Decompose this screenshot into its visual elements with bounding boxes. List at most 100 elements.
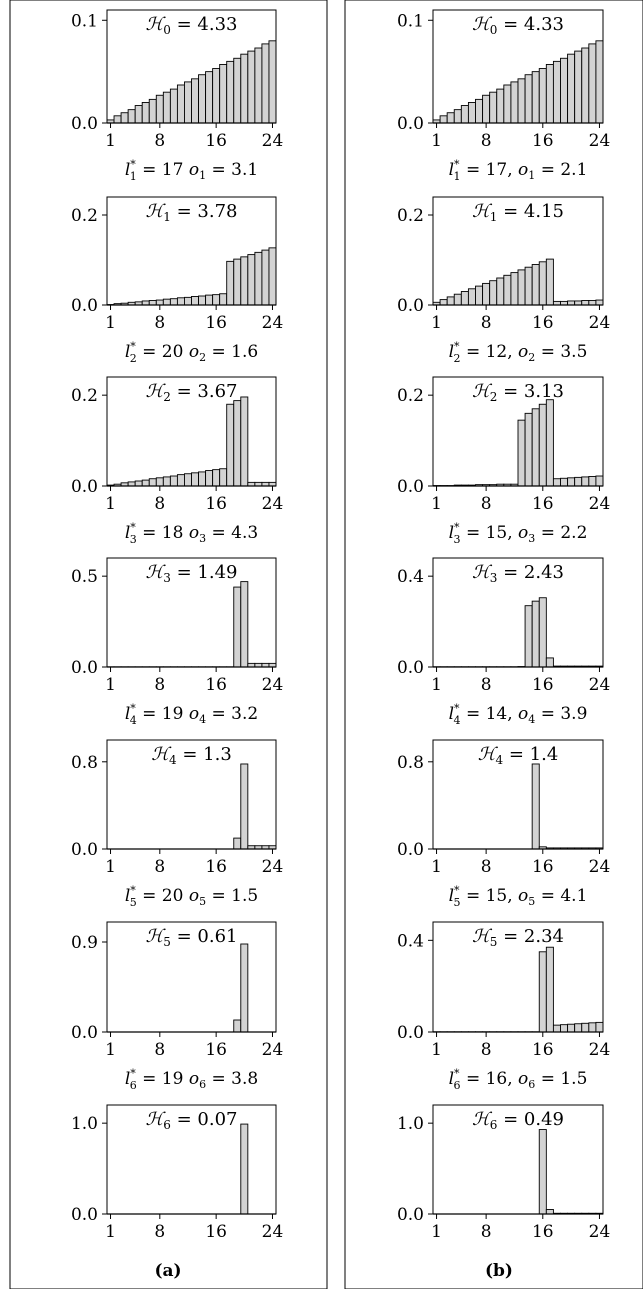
plot-frame: [432, 739, 604, 850]
chart-panel: 0.0 0.2 1 8 16 24 ℋ2 = 3.13 l* 3 = 15, o3 = 2.2: [397, 376, 610, 546]
y-tick-label: 0.5: [71, 567, 98, 587]
bar: [254, 47, 263, 124]
chart-panel: 0.0 1.0 1 8 16 24 ℋ6 = 0.07: [71, 1104, 283, 1242]
bar: [233, 258, 242, 306]
bar: [240, 53, 249, 124]
y-tick-label: 0.0: [397, 1023, 424, 1043]
bar: [531, 600, 540, 668]
bar: [531, 408, 540, 487]
bar: [588, 300, 597, 306]
chart-title: ℋ4 = 1.3: [151, 744, 232, 767]
bar: [141, 101, 150, 124]
bar: [247, 50, 256, 124]
bar: [205, 71, 214, 124]
bar: [184, 473, 192, 487]
bar: [191, 78, 199, 124]
x-tick-label: 8: [154, 857, 165, 877]
y-tick-label: 0.0: [71, 840, 98, 860]
bar: [581, 1022, 590, 1033]
bar: [127, 109, 136, 124]
plot-frame: [106, 9, 277, 124]
bar: [581, 47, 590, 124]
chart-caption: l* 5 = 15, o5 = 4.1: [449, 884, 588, 909]
bar: [545, 1209, 554, 1215]
bar: [482, 94, 491, 124]
bar: [169, 298, 178, 306]
chart-caption: l* 5 = 20 o5 = 1.5: [125, 884, 258, 909]
bar: [134, 480, 143, 487]
plot-frame: [106, 739, 277, 850]
bar: [475, 98, 484, 124]
bar: [247, 254, 256, 306]
bar: [446, 112, 455, 124]
bar: [233, 1019, 242, 1033]
y-tick-label: 0.0: [71, 114, 98, 134]
bar: [240, 763, 249, 850]
y-tick-label: 0.0: [71, 1023, 98, 1043]
bar: [191, 472, 199, 487]
chart-panel: 0.0 1.0 1 8 16 24 ℋ6 = 0.49: [397, 1104, 610, 1242]
bar: [595, 475, 604, 487]
bar: [212, 68, 221, 124]
bar: [453, 293, 462, 306]
y-tick-label: 0.0: [397, 840, 424, 860]
column-frame-b: [344, 0, 643, 1289]
y-tick-label: 0.2: [71, 386, 98, 406]
x-tick-label: 1: [431, 857, 442, 877]
x-tick-label: 8: [154, 131, 165, 151]
chart-title: ℋ3 = 1.49: [145, 562, 237, 585]
x-tick-label: 1: [105, 494, 116, 514]
x-tick-label: 1: [431, 675, 442, 695]
bar: [545, 63, 554, 124]
x-tick-label: 1: [431, 1222, 442, 1242]
chart-caption: l* 6 = 19 o6 = 3.8: [125, 1067, 258, 1092]
bar: [191, 296, 199, 306]
bar: [453, 109, 462, 124]
chart-panel: 0.0 0.4 1 8 16 24 ℋ3 = 2.43 l* 4 = 14, o4 = 3.9: [397, 557, 611, 727]
bar: [134, 105, 143, 124]
y-tick-label: 0.2: [71, 206, 98, 226]
x-tick-label: 24: [262, 857, 284, 877]
chart-title: ℋ0 = 4.33: [145, 14, 237, 37]
x-tick-label: 8: [154, 494, 165, 514]
bar: [574, 1023, 583, 1033]
bar: [538, 403, 547, 487]
y-tick-label: 0.2: [397, 386, 424, 406]
bar: [439, 299, 448, 306]
chart-caption: l* 3 = 15, o3 = 2.2: [449, 521, 588, 546]
x-tick-label: 24: [262, 313, 284, 333]
bar: [545, 946, 554, 1033]
bar: [538, 951, 547, 1033]
bar: [524, 412, 533, 487]
x-tick-label: 1: [431, 131, 442, 151]
chart-title: ℋ0 = 4.33: [472, 14, 564, 37]
bar: [162, 91, 171, 124]
bar: [113, 115, 122, 124]
bar: [261, 43, 270, 124]
chart-caption: l* 2 = 12, o2 = 3.5: [449, 340, 588, 365]
chart-title: ℋ2 = 3.13: [472, 381, 564, 404]
bar: [503, 274, 512, 306]
bar: [240, 256, 249, 306]
chart-title: ℋ6 = 0.49: [472, 1109, 564, 1132]
bar: [567, 53, 576, 124]
x-tick-label: 24: [589, 675, 611, 695]
bar: [155, 299, 164, 306]
bar: [560, 1024, 569, 1033]
bar: [588, 43, 597, 124]
y-tick-label: 0.0: [71, 477, 98, 497]
bar: [567, 1023, 576, 1033]
bar: [545, 399, 554, 487]
bar: [233, 837, 242, 850]
x-tick-label: 8: [154, 675, 165, 695]
chart-caption: l* 1 = 17, o1 = 2.1: [449, 158, 588, 183]
chart-title: ℋ1 = 3.78: [145, 201, 237, 224]
bar: [545, 657, 554, 668]
bar: [148, 478, 157, 487]
bar: [489, 280, 498, 306]
chart-panel: 0.0 0.2 1 8 16 24 ℋ2 = 3.67 l* 3 = 18 o3 = 4.3: [71, 376, 283, 546]
x-tick-label: 8: [481, 1222, 492, 1242]
x-tick-label: 24: [589, 1040, 611, 1060]
y-tick-label: 0.1: [397, 11, 424, 31]
